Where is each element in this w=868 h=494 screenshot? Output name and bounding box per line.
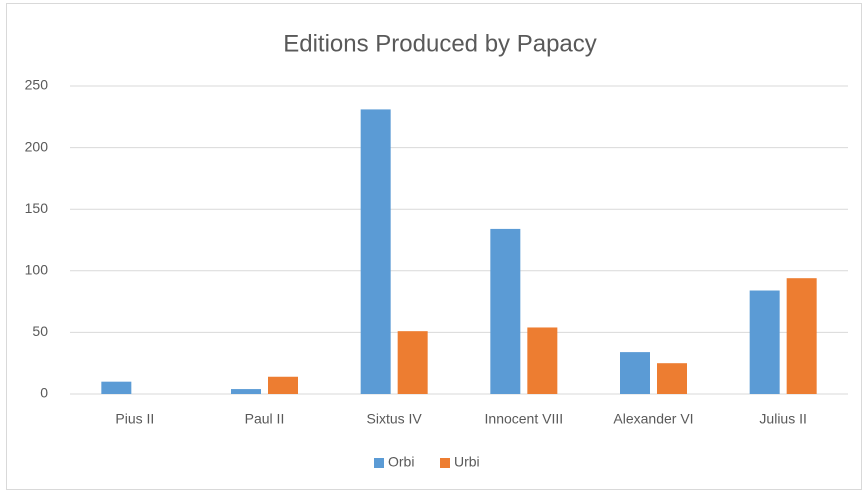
y-tick-label: 100 <box>25 262 49 278</box>
x-tick-label: Julius II <box>759 411 806 427</box>
bar <box>268 376 298 394</box>
y-tick-label: 0 <box>40 385 48 401</box>
bar <box>527 327 558 394</box>
x-tick-label: Paul II <box>245 411 285 427</box>
chart-border <box>6 3 862 490</box>
x-tick-label: Sixtus IV <box>367 411 423 427</box>
bar <box>360 109 391 395</box>
y-tick-label: 200 <box>25 138 49 154</box>
bar <box>101 381 132 394</box>
x-tick-label: Alexander VI <box>613 411 693 427</box>
bar <box>786 278 817 394</box>
legend-label: Orbi <box>388 454 414 470</box>
bar <box>490 228 521 394</box>
bar <box>397 331 428 394</box>
y-tick-label: 250 <box>25 77 49 93</box>
y-tick-label: 50 <box>32 323 48 339</box>
x-tick-label: Pius II <box>115 411 154 427</box>
bar <box>749 290 780 394</box>
legend-label: Urbi <box>454 454 480 470</box>
legend-swatch <box>440 458 450 468</box>
bar <box>620 352 650 394</box>
bar <box>657 363 687 394</box>
x-tick-label: Innocent VIII <box>485 411 564 427</box>
legend-swatch <box>374 458 384 468</box>
bar <box>231 389 261 394</box>
y-tick-label: 150 <box>25 200 49 216</box>
chart-title: Editions Produced by Papacy <box>283 30 597 57</box>
